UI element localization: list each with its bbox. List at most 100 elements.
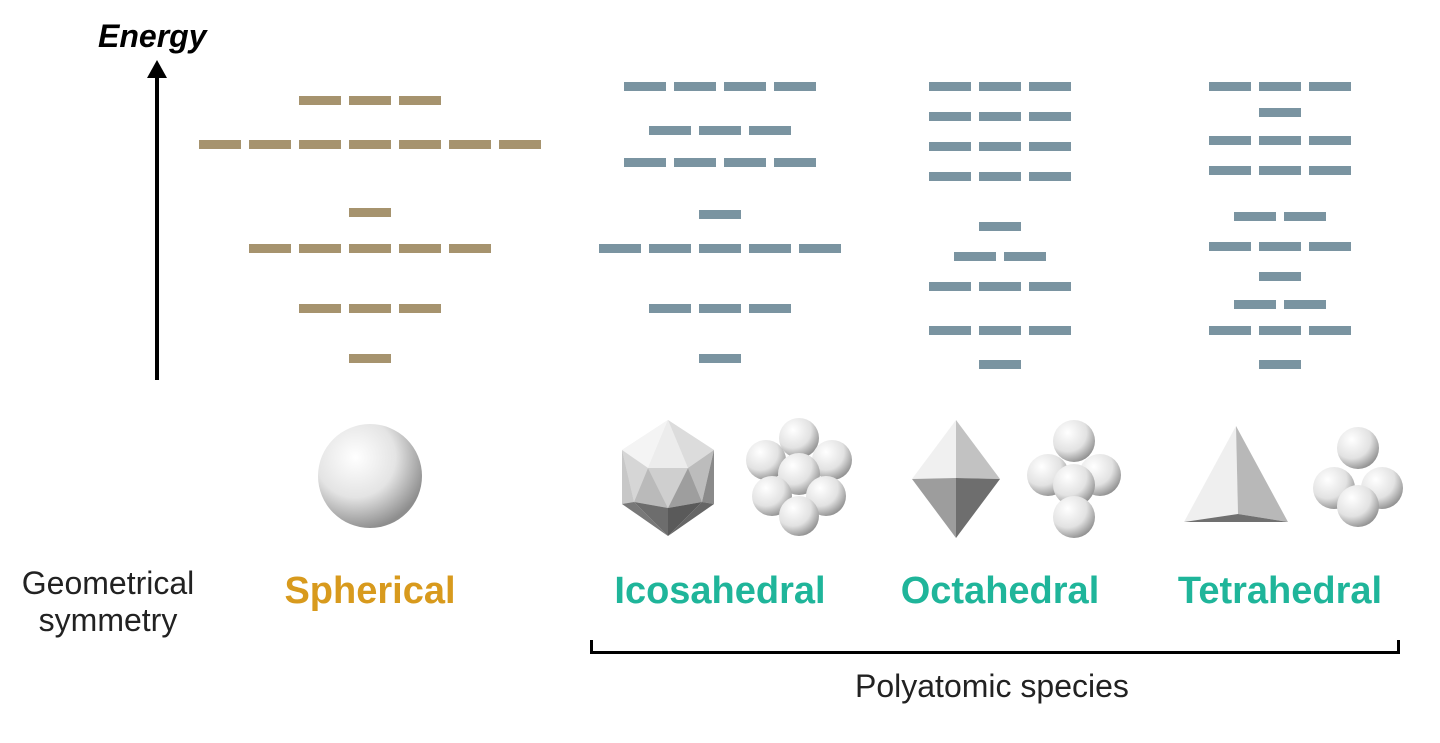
energy-level-dash — [1309, 242, 1351, 251]
energy-level-dash — [1259, 272, 1301, 281]
energy-level-dash — [699, 354, 741, 363]
energy-level-dash — [649, 304, 691, 313]
energy-level-dash — [1259, 136, 1301, 145]
energy-level-row — [349, 354, 391, 363]
energy-level-dash — [979, 112, 1021, 121]
geometrical-symmetry-label: Geometrical symmetry — [8, 565, 208, 639]
energy-level-dash — [724, 158, 766, 167]
energy-level-dash — [979, 82, 1021, 91]
energy-level-dash — [624, 158, 666, 167]
energy-level-dash — [1259, 360, 1301, 369]
energy-level-dash — [979, 172, 1021, 181]
energy-level-row — [1259, 272, 1301, 281]
energy-axis-arrow — [155, 74, 159, 380]
energy-level-dash — [349, 244, 391, 253]
shape-octahedral — [906, 418, 1126, 540]
energy-level-dash — [979, 222, 1021, 231]
energy-level-dash — [699, 126, 741, 135]
energy-level-dash — [749, 304, 791, 313]
energy-level-dash — [929, 326, 971, 335]
energy-level-dash — [1209, 82, 1251, 91]
energy-level-dash — [599, 244, 641, 253]
polyatomic-label: Polyatomic species — [855, 668, 1129, 705]
energy-level-row — [1259, 108, 1301, 117]
energy-level-dash — [449, 140, 491, 149]
energy-axis-label: Energy — [98, 18, 206, 55]
energy-level-dash — [979, 326, 1021, 335]
energy-level-dash — [774, 82, 816, 91]
energy-level-row — [1209, 166, 1351, 175]
shape-tetrahedral — [1178, 422, 1406, 534]
energy-level-dash — [699, 210, 741, 219]
octahedron-icon — [906, 418, 1006, 540]
octa-cluster-icon — [1022, 419, 1126, 539]
energy-level-dash — [249, 140, 291, 149]
energy-level-dash — [1029, 82, 1071, 91]
energy-level-row — [699, 354, 741, 363]
energy-level-row — [299, 96, 441, 105]
energy-level-dash — [724, 82, 766, 91]
energy-level-dash — [1259, 326, 1301, 335]
energy-level-dash — [929, 282, 971, 291]
energy-level-dash — [1234, 212, 1276, 221]
energy-level-dash — [979, 360, 1021, 369]
energy-level-row — [929, 142, 1071, 151]
energy-level-row — [929, 82, 1071, 91]
energy-level-dash — [1259, 166, 1301, 175]
energy-level-dash — [649, 126, 691, 135]
energy-level-dash — [1209, 136, 1251, 145]
energy-level-dash — [349, 96, 391, 105]
side-label-line2: symmetry — [39, 602, 178, 638]
energy-level-dash — [1259, 82, 1301, 91]
energy-level-dash — [249, 244, 291, 253]
energy-level-dash — [349, 140, 391, 149]
energy-level-dash — [1029, 142, 1071, 151]
symmetry-label-octahedral: Octahedral — [901, 570, 1100, 613]
energy-level-dash — [1209, 242, 1251, 251]
shape-icosahedral — [612, 418, 858, 538]
energy-level-row — [979, 222, 1021, 231]
tetra-cluster-icon — [1310, 426, 1406, 530]
energy-level-row — [1209, 136, 1351, 145]
energy-level-dash — [1284, 212, 1326, 221]
energy-level-dash — [1209, 326, 1251, 335]
energy-level-dash — [1309, 166, 1351, 175]
energy-level-dash — [954, 252, 996, 261]
energy-level-row — [624, 82, 816, 91]
energy-level-dash — [399, 96, 441, 105]
energy-level-dash — [1209, 166, 1251, 175]
energy-level-dash — [774, 158, 816, 167]
energy-level-row — [929, 112, 1071, 121]
icosa-cluster-icon — [740, 418, 858, 538]
energy-level-dash — [499, 140, 541, 149]
energy-level-row — [1259, 360, 1301, 369]
symmetry-label-tetrahedral: Tetrahedral — [1178, 570, 1382, 613]
energy-level-dash — [929, 172, 971, 181]
energy-level-dash — [1029, 282, 1071, 291]
energy-level-dash — [699, 244, 741, 253]
energy-level-row — [1234, 300, 1326, 309]
side-label-line1: Geometrical — [22, 565, 195, 601]
polyatomic-bracket — [590, 640, 1400, 654]
sphere-icon — [314, 420, 426, 532]
energy-level-row — [929, 326, 1071, 335]
energy-level-dash — [399, 244, 441, 253]
energy-level-dash — [799, 244, 841, 253]
energy-level-dash — [749, 244, 791, 253]
energy-level-dash — [699, 304, 741, 313]
energy-level-dash — [449, 244, 491, 253]
energy-level-row — [649, 126, 791, 135]
symmetry-label-spherical: Spherical — [284, 570, 455, 613]
energy-level-dash — [674, 82, 716, 91]
energy-level-dash — [1309, 136, 1351, 145]
energy-level-row — [1209, 242, 1351, 251]
energy-level-dash — [649, 244, 691, 253]
energy-level-dash — [399, 140, 441, 149]
shape-spherical — [314, 420, 426, 532]
energy-level-dash — [1284, 300, 1326, 309]
energy-level-dash — [1309, 82, 1351, 91]
energy-level-row — [199, 140, 541, 149]
energy-level-dash — [399, 304, 441, 313]
energy-level-row — [249, 244, 491, 253]
energy-level-dash — [1259, 242, 1301, 251]
